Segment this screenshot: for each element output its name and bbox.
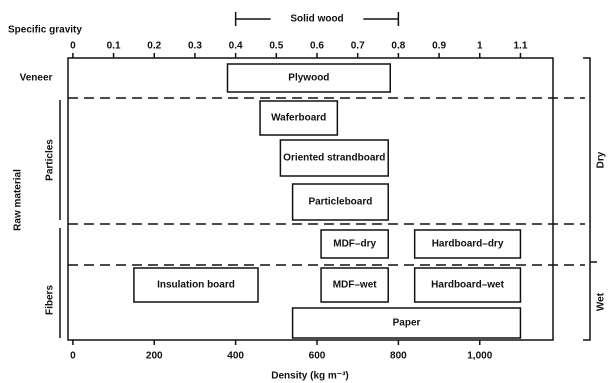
tick-label: 0.9 — [432, 41, 446, 52]
bar — [279, 139, 389, 177]
tick-label: 0 — [70, 351, 76, 362]
bar-label: Particleboard — [308, 197, 372, 208]
bar-label: MDF–wet — [333, 280, 378, 291]
row-label: Veneer — [20, 73, 53, 84]
bar-label: Hardboard–wet — [431, 280, 504, 291]
tick-label: 0.4 — [229, 41, 243, 52]
process-label: Wet — [596, 292, 607, 311]
solid-wood-bracket — [234, 12, 400, 26]
tick-label: 0.3 — [188, 41, 202, 52]
tick-label: 0.7 — [351, 41, 365, 52]
tick-label: 1,000 — [467, 351, 492, 362]
bar — [413, 267, 522, 303]
raw-material-title: Raw material — [13, 169, 24, 231]
bar-label: Hardboard–dry — [432, 239, 504, 250]
tick-label: 0.8 — [391, 41, 405, 52]
bar — [259, 100, 339, 136]
tick-label: 0 — [70, 41, 76, 52]
row-label: Particles — [45, 139, 56, 181]
bar — [413, 229, 522, 259]
tick-label: 200 — [146, 351, 163, 362]
process-label: Dry — [596, 151, 607, 168]
bar-label: Oriented strandboard — [283, 153, 385, 164]
solid-wood-label: Solid wood — [290, 14, 343, 25]
x-axis-title: Density (kg m⁻³) — [271, 371, 349, 382]
process-bracket — [583, 57, 597, 341]
plot-frame — [67, 57, 554, 341]
bar-label: Plywood — [288, 73, 329, 84]
bar-label: Insulation board — [157, 280, 235, 291]
tick-label: 0.6 — [310, 41, 324, 52]
tick-label: 0.1 — [107, 41, 121, 52]
tick-label: 800 — [390, 351, 407, 362]
tick-label: 1.1 — [513, 41, 527, 52]
bar — [291, 183, 389, 221]
x2-axis-title: Specific gravity — [8, 25, 82, 36]
row-label: Fibers — [45, 285, 56, 315]
bar-label: Paper — [393, 318, 421, 329]
tick-label: 400 — [227, 351, 244, 362]
tick-label: 600 — [309, 351, 326, 362]
tick-label: 1 — [477, 41, 483, 52]
bar — [291, 307, 522, 339]
bar — [133, 267, 259, 303]
bar — [226, 63, 391, 93]
tick-label: 0.2 — [147, 41, 161, 52]
bar-label: MDF–dry — [333, 239, 376, 250]
bar — [320, 267, 389, 303]
bar-label: Waferboard — [271, 113, 326, 124]
tick-label: 0.5 — [269, 41, 283, 52]
bar — [320, 229, 389, 259]
